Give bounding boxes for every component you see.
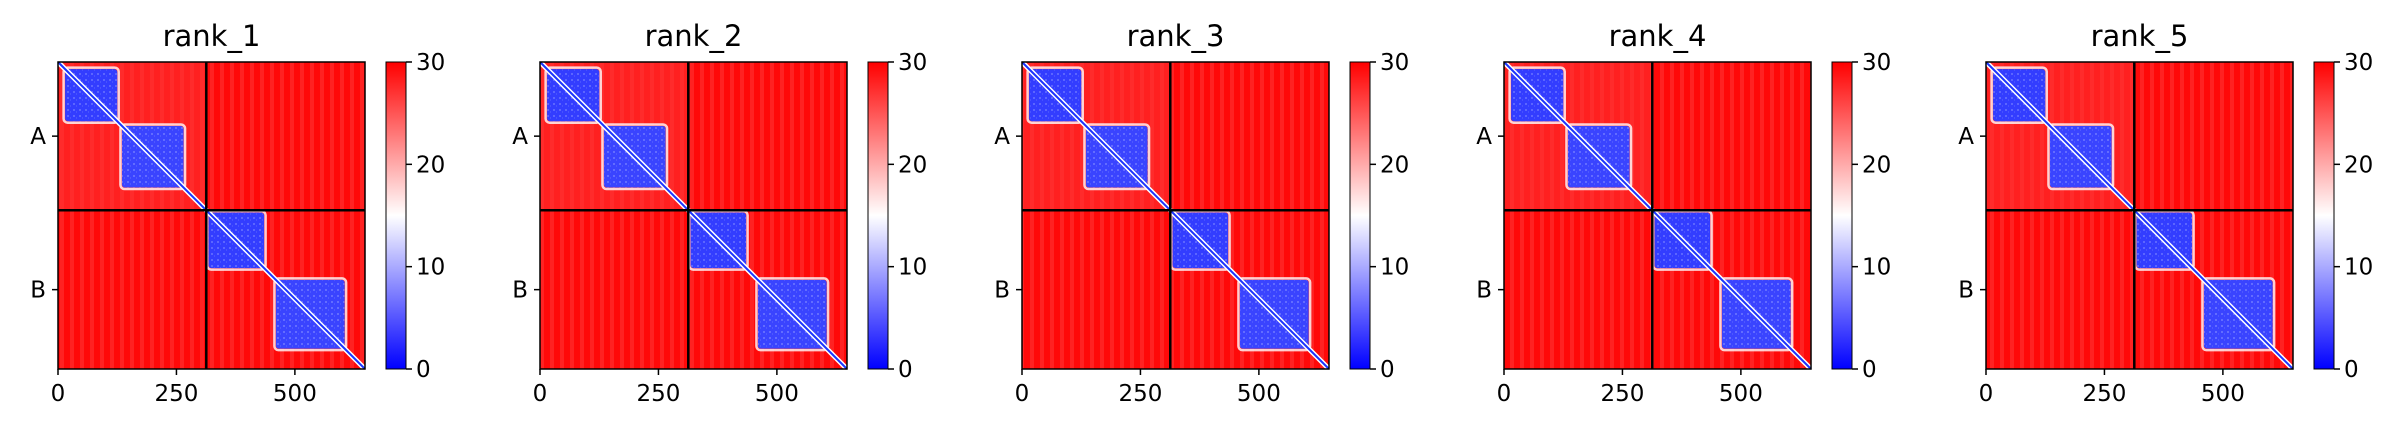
chain-label: A [1476,124,1492,150]
domain-halo [601,123,669,191]
heatmap-panel: rank_3 A B 0 250 500 0 10 20 30 [994,19,1409,407]
domain-halo [1508,66,1566,124]
domain-halo [1719,277,1794,352]
x-tick-label: 500 [1237,381,1281,407]
colorbar-tick-label: 10 [1862,255,1891,281]
colorbar [2313,61,2335,370]
diagonal-line [57,61,366,370]
x-tick-label: 0 [1015,381,1030,407]
diagonal-line [1985,61,2294,370]
x-tick-label: 250 [1118,381,1162,407]
chain-label: B [30,278,46,304]
x-tick-label: 0 [533,381,548,407]
panel-title: rank_1 [163,19,261,53]
chain-label: A [1958,124,1974,150]
domain-halo [755,277,830,352]
panels-group: rank_1 A B 0 250 500 0 10 20 30 rank_2 A B 0 250 500 0 10… [30,19,2373,407]
panel-title: rank_3 [1127,19,1225,53]
colorbar-tick-label: 30 [1862,50,1891,76]
colorbar-tick-label: 0 [898,357,913,383]
heatmap-panel: rank_2 A B 0 250 500 0 10 20 30 [512,19,927,407]
domain-halo [1565,123,1633,191]
x-tick-label: 500 [755,381,799,407]
diagonal-line [1021,61,1330,370]
colorbar-tick-label: 30 [1380,50,1409,76]
domain-halo [273,277,348,352]
domain-halo [119,123,187,191]
colorbar [867,61,889,370]
colorbar-tick-label: 20 [416,152,445,178]
chain-label: A [30,124,46,150]
colorbar-tick-label: 20 [1380,152,1409,178]
diagonal-line [1503,61,1812,370]
x-tick-label: 500 [1719,381,1763,407]
panel-title: rank_5 [2091,19,2189,53]
colorbar-tick-label: 0 [416,357,431,383]
x-tick-label: 250 [2082,381,2126,407]
x-tick-label: 500 [2201,381,2245,407]
colorbar-tick-label: 30 [416,50,445,76]
domain-halo [2047,123,2115,191]
colorbar [1831,61,1853,370]
plot-frame [57,61,366,370]
x-tick-label: 250 [154,381,198,407]
panel-title: rank_4 [1609,19,1707,53]
heatmap-panel: rank_5 A B 0 250 500 0 10 20 30 [1958,19,2373,407]
chain-label: B [994,278,1010,304]
plot-frame [1503,61,1812,370]
colorbar-tick-label: 30 [2344,50,2373,76]
colorbar-tick-label: 20 [2344,152,2373,178]
heatmap-panel: rank_1 A B 0 250 500 0 10 20 30 [30,19,445,407]
x-tick-label: 500 [273,381,317,407]
colorbar-tick-label: 10 [1380,255,1409,281]
domain-halo [1083,123,1151,191]
colorbar-tick-label: 10 [898,255,927,281]
colorbar [1349,61,1371,370]
diagonal-line [539,61,848,370]
x-tick-label: 250 [1600,381,1644,407]
colorbar-tick-label: 0 [1862,357,1877,383]
domain-halo [1237,277,1312,352]
colorbar-tick-label: 30 [898,50,927,76]
heatmap-panel: rank_4 A B 0 250 500 0 10 20 30 [1476,19,1891,407]
colorbar-tick-label: 10 [416,255,445,281]
x-tick-label: 0 [51,381,66,407]
x-tick-label: 250 [636,381,680,407]
chain-label: B [512,278,528,304]
domain-halo [544,66,602,124]
domain-halo [1026,66,1084,124]
colorbar [385,61,407,370]
colorbar-tick-label: 10 [2344,255,2373,281]
chain-label: A [994,124,1010,150]
chain-label: B [1958,278,1974,304]
x-tick-label: 0 [1497,381,1512,407]
colorbar-tick-label: 20 [1862,152,1891,178]
domain-halo [2201,277,2276,352]
chain-label: A [512,124,528,150]
plot-frame [1985,61,2294,370]
domain-halo [1990,66,2048,124]
plot-frame [539,61,848,370]
domain-halo [62,66,120,124]
chain-label: B [1476,278,1492,304]
plot-frame [1021,61,1330,370]
x-tick-label: 0 [1979,381,1994,407]
colorbar-tick-label: 20 [898,152,927,178]
colorbar-tick-label: 0 [2344,357,2359,383]
panel-title: rank_2 [645,19,743,53]
colorbar-tick-label: 0 [1380,357,1395,383]
